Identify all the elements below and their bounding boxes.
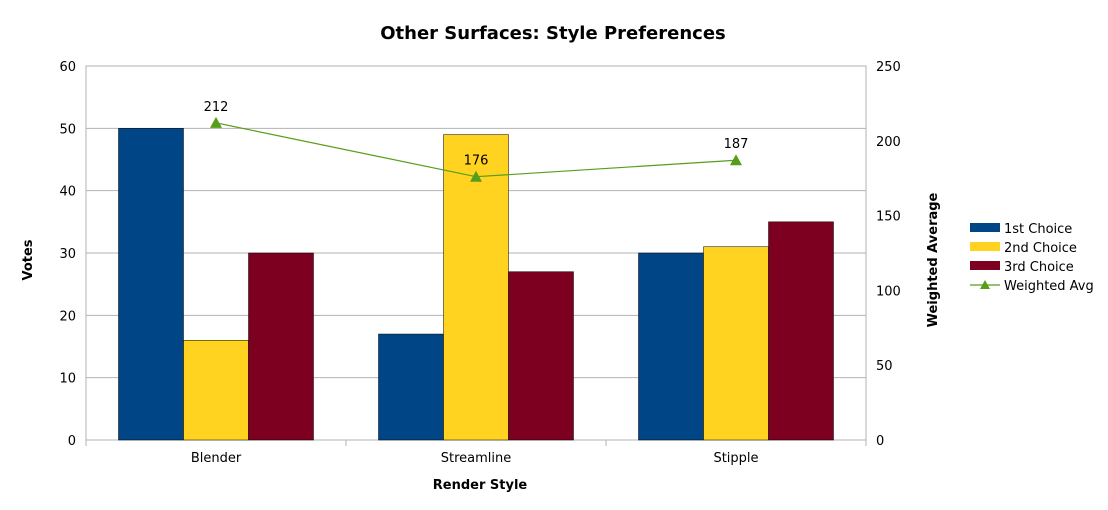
bar-1st-choice [638,252,704,441]
weighted-avg-data-label: 212 [204,100,229,115]
y-tick-label: 40 [59,185,76,200]
y-axis-title: Votes [21,239,36,280]
y2-tick-label: 250 [876,60,901,75]
y-tick-label: 10 [59,372,76,387]
y2-tick-label: 100 [876,284,901,299]
legend-label: 1st Choice [1004,222,1072,237]
y-tick-label: 30 [59,247,76,262]
y2-tick-label: 150 [876,210,901,225]
legend-swatch [970,261,1000,270]
y-axis-ticks: 0 10 20 30 40 50 60 [59,60,76,449]
bar-3rd-choice [248,252,314,441]
weighted-avg-marker [730,154,742,166]
weighted-avg-data-label: 176 [464,154,489,169]
legend-label: Weighted Avg [1004,279,1094,294]
legend: 1st Choice 2nd Choice 3rd Choice Weighted A… [970,222,1094,294]
legend-swatch [970,223,1000,232]
legend-marker [980,280,990,289]
x-tick-label: Streamline [441,451,512,466]
y2-tick-label: 0 [876,434,884,449]
y2-axis-ticks: 0 50 100 150 200 250 [876,60,901,449]
x-axis-ticks: Blender Streamline Stipple [85,440,867,466]
bar-2nd-choice [183,340,249,441]
bar-1st-choice [378,333,444,441]
legend-label: 3rd Choice [1004,260,1074,275]
weighted-avg-data-label: 187 [724,137,749,152]
weighted-avg-marker [210,116,222,128]
weighted-avg-marker [470,170,482,182]
chart-title: Other Surfaces: Style Preferences [380,23,726,44]
bar-1st-choice [118,128,184,441]
weighted-avg-line-group: 212 176 187 [204,100,749,182]
x-tick-label: Blender [191,451,242,466]
x-axis-title: Render Style [433,478,528,493]
legend-label: 2nd Choice [1004,241,1077,256]
bar-2nd-choice [443,134,509,441]
y2-tick-label: 200 [876,135,901,150]
y-tick-label: 20 [59,309,76,324]
y-tick-label: 60 [59,60,76,75]
bar-3rd-choice [508,271,574,441]
bar-3rd-choice [768,221,834,441]
x-tick-label: Stipple [713,451,758,466]
y2-axis-title: Weighted Average [926,192,941,327]
bar-2nd-choice [703,246,769,441]
y-tick-label: 0 [68,434,76,449]
legend-swatch [970,242,1000,251]
bars-group [118,128,834,441]
y2-tick-label: 50 [876,359,893,374]
y-tick-label: 50 [59,122,76,137]
